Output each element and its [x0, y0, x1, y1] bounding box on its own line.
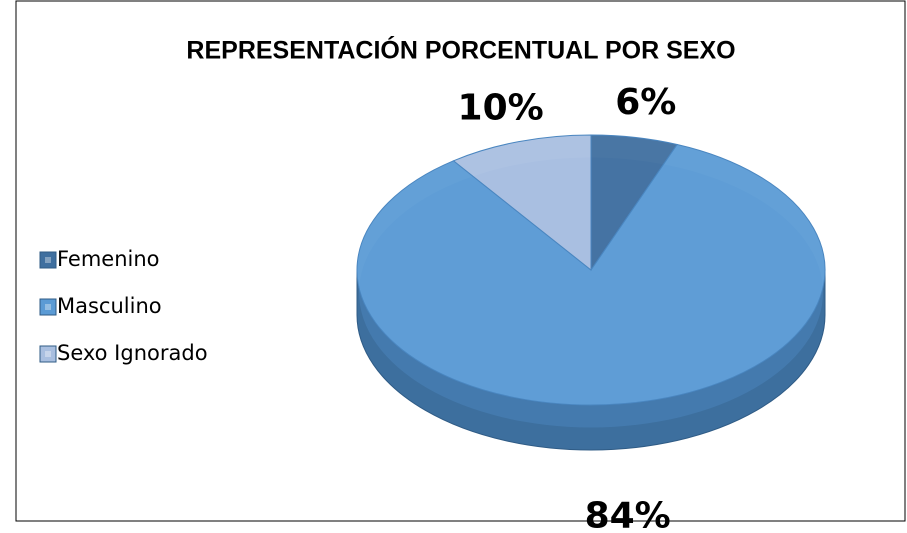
- legend-swatch-inner: [45, 351, 51, 357]
- legend-label: Sexo Ignorado: [57, 341, 208, 365]
- legend-swatch: [39, 298, 57, 316]
- legend-swatch-inner: [45, 304, 51, 310]
- pie-slice: [356, 143, 826, 406]
- data-label: 84%: [585, 495, 671, 533]
- data-label: 6%: [615, 82, 676, 123]
- legend-swatch-inner: [45, 257, 51, 263]
- legend-swatch: [39, 345, 57, 363]
- data-label: 10%: [458, 88, 544, 129]
- chart-title: REPRESENTACIÓN PORCENTUAL POR SEXO: [186, 35, 735, 65]
- legend-swatch: [39, 251, 57, 269]
- legend-label: Masculino: [57, 294, 162, 318]
- pie-slice: [452, 134, 592, 272]
- legend-label: Femenino: [57, 247, 160, 271]
